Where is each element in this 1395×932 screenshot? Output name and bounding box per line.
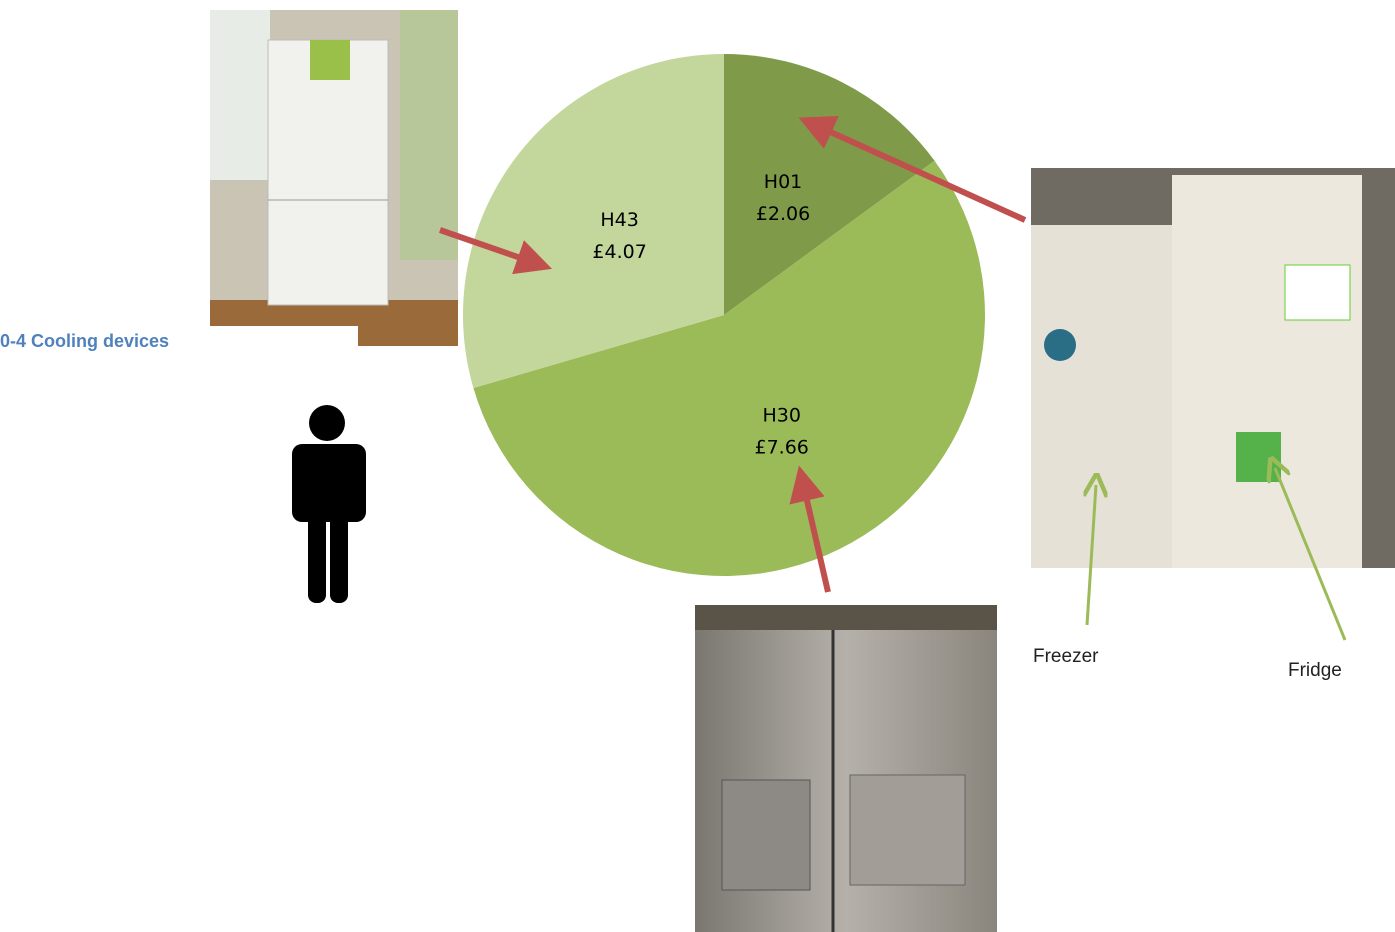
pie-chart: H01 £2.06 H30 £7.66 H43 £4.07: [463, 54, 985, 577]
annotation: Freezer: [1033, 646, 1099, 667]
annotation: Fridge: [1288, 660, 1342, 681]
arrow: [789, 465, 831, 593]
photo-fridge-h43: [210, 10, 458, 346]
photo-fridge-h01: [1031, 168, 1395, 568]
pointer-lines: [1087, 468, 1347, 641]
arrow: [798, 116, 1027, 223]
slice-label: H01: [764, 171, 802, 193]
slice-value: £2.06: [756, 203, 810, 225]
arrows: [439, 116, 1027, 593]
pie-slice: [463, 54, 724, 389]
slice-label: H30: [762, 405, 800, 427]
pointer: [1275, 468, 1347, 641]
pie-slice: [724, 54, 935, 315]
photo-fridge-h30: [695, 605, 997, 932]
slice-value: £7.66: [754, 437, 808, 459]
pie-slice: [473, 160, 985, 577]
arrow: [439, 227, 553, 275]
annotation: 0-4 Cooling devices: [0, 331, 169, 351]
slice-label: H43: [600, 209, 638, 231]
pointer: [1087, 485, 1096, 626]
person-icon: [292, 405, 366, 603]
slice-value: £4.07: [592, 241, 646, 263]
